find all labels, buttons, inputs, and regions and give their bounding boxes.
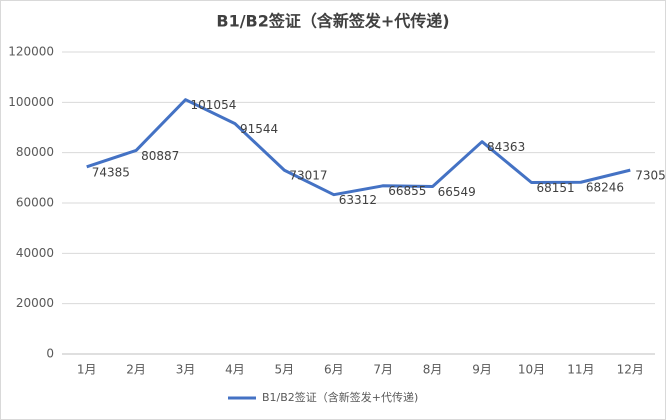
- data-label: 66855: [388, 184, 426, 198]
- data-label: 63312: [339, 193, 377, 207]
- x-tick-label: 4月: [225, 363, 245, 377]
- x-tick-label: 2月: [126, 363, 146, 377]
- x-tick-label: 6月: [324, 363, 344, 377]
- y-tick-label: 120000: [8, 45, 54, 59]
- x-tick-label: 9月: [472, 363, 492, 377]
- line-series: [86, 98, 631, 197]
- y-tick-label: 0: [46, 347, 54, 361]
- data-label: 91544: [240, 122, 278, 136]
- y-tick-label: 40000: [16, 246, 54, 260]
- y-tick-label: 80000: [16, 145, 54, 159]
- x-tick-label: 5月: [275, 363, 295, 377]
- data-label: 84363: [487, 140, 525, 154]
- x-tick-label: 7月: [373, 363, 393, 377]
- x-tick-label: 8月: [423, 363, 443, 377]
- x-tick-label: 11月: [567, 363, 594, 377]
- x-tick-label: 12月: [617, 363, 644, 377]
- data-label: 68246: [586, 181, 624, 195]
- y-tick-label: 20000: [16, 296, 54, 310]
- chart-title: B1/B2签证（含新签发+代传递): [216, 12, 449, 31]
- x-tick-label: 1月: [77, 363, 97, 377]
- data-label: 101054: [191, 98, 237, 112]
- data-label: 68151: [536, 181, 574, 195]
- data-label: 73058: [635, 169, 666, 183]
- data-label: 73017: [289, 169, 327, 183]
- x-tick-label: 3月: [176, 363, 196, 377]
- y-tick-label: 100000: [8, 95, 54, 109]
- data-label: 66549: [438, 185, 476, 199]
- y-tick-label: 60000: [16, 196, 54, 210]
- data-label: 74385: [92, 165, 130, 179]
- x-tick-label: 10月: [518, 363, 545, 377]
- legend-label: B1/B2签证（含新签发+代传递): [262, 390, 418, 404]
- data-label: 80887: [141, 149, 179, 163]
